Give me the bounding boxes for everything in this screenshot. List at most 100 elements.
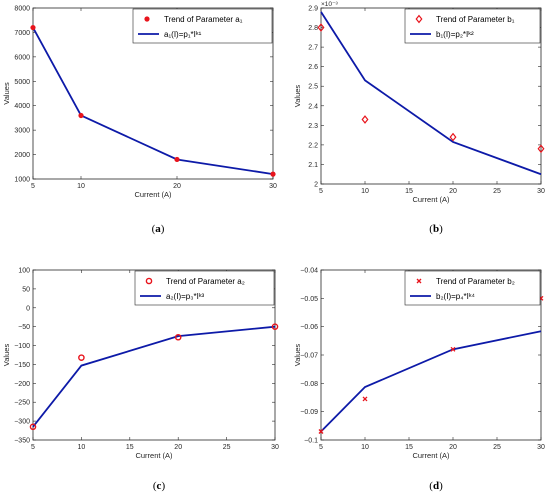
x-tick-label: 30: [537, 188, 545, 195]
panel-caption: (d): [429, 480, 443, 492]
data-point: [270, 171, 276, 177]
data-point: [29, 423, 37, 431]
x-tick-label: 5: [31, 183, 35, 190]
y-tick-label: 1000: [14, 177, 30, 184]
y-tick-label: 2.7: [308, 45, 318, 52]
x-tick-label: 25: [493, 188, 501, 195]
legend-marker: [415, 14, 423, 24]
y-tick-label: 6000: [14, 54, 30, 61]
data-point: [318, 429, 324, 434]
fit-line: [320, 11, 542, 176]
y-tick-label: 8000: [14, 6, 30, 13]
fit-line: [32, 27, 274, 175]
data-point: [78, 112, 84, 119]
y-axis-label: Values: [2, 82, 11, 105]
x-tick-label: 20: [449, 188, 457, 195]
data-point: [30, 24, 36, 31]
y-tick-label: 0: [26, 305, 30, 312]
x-tick-label: 30: [269, 183, 277, 190]
x-tick-label: 25: [493, 444, 501, 451]
data-point: [174, 156, 180, 163]
x-tick-label: 20: [173, 183, 181, 190]
y-tick-label: 2000: [14, 152, 30, 159]
legend-box: [132, 8, 273, 44]
y-tick-label: 4000: [14, 103, 30, 110]
data-point: [174, 333, 182, 341]
x-tick-label: 15: [126, 444, 134, 451]
y-axis-label: Values: [293, 344, 302, 367]
y-tick-label: −300: [14, 419, 30, 426]
x-tick-label: 20: [449, 444, 457, 451]
legend-entry: Trend of Parameter b₂: [436, 277, 515, 286]
data-point: [78, 354, 85, 361]
x-tick-label: 20: [174, 444, 182, 451]
data-point: [362, 396, 368, 402]
y-tick-label: −0.05: [300, 296, 318, 303]
y-tick-label: 2.2: [308, 142, 318, 149]
y-tick-label: 2.1: [308, 162, 318, 169]
y-tick-label: −150: [14, 362, 30, 369]
y-tick-label: 2.4: [308, 103, 318, 110]
y-tick-label: −0.08: [300, 381, 318, 388]
data-point: [449, 132, 457, 142]
panel-caption: (c): [153, 480, 166, 492]
x-axis-label: Current (A): [135, 451, 173, 460]
data-point: [361, 115, 369, 124]
y-exponent-label: ×10⁻³: [321, 1, 338, 8]
legend-entry: b₂(I)=p₄*Iᵏ⁴: [436, 292, 476, 301]
legend-marker: [145, 277, 153, 285]
x-tick-label: 15: [405, 188, 413, 195]
x-tick-label: 5: [31, 444, 35, 451]
y-tick-label: −0.1: [304, 438, 318, 445]
legend-entry: Trend of Parameter a₂: [166, 277, 245, 286]
chart-panel-a: 5 10 20 30 1000 2000 3000 4000 5000 6000 7000 8000 C…: [2, 6, 277, 200]
y-tick-label: −0.04: [300, 268, 318, 275]
x-tick-label: 10: [361, 188, 369, 195]
x-axis-label: Current (A): [134, 190, 172, 199]
y-tick-label: 2.8: [308, 25, 318, 32]
y-tick-label: 2.5: [308, 84, 318, 91]
x-axis-label: Current (A): [412, 195, 450, 204]
y-axis-label: Values: [2, 344, 11, 367]
legend-box: [404, 8, 541, 44]
chart-panel-d: 5 10 15 20 25 30 −0.1 −0.09 −0.08 −0.07 −0.06 −0.05…: [293, 268, 545, 461]
y-tick-label: −0.09: [300, 409, 318, 416]
y-tick-label: −100: [14, 343, 30, 350]
y-tick-label: −250: [14, 400, 30, 407]
fit-line: [32, 325, 276, 428]
legend-box: [404, 270, 541, 306]
y-tick-label: 2.6: [308, 64, 318, 71]
legend-box: [134, 270, 275, 306]
y-tick-label: −0.06: [300, 324, 318, 331]
legend: Trend of Parameter b₁ b₁(I)=p₂*Iᵏ²: [404, 8, 541, 44]
fit-line: [320, 330, 542, 433]
y-tick-label: 2.3: [308, 123, 318, 130]
data-point: [537, 144, 545, 154]
y-tick-label: −0.07: [300, 353, 318, 360]
y-tick-label: 100: [18, 268, 30, 275]
x-tick-label: 10: [77, 183, 85, 190]
legend-entry: a₁(I)=p₁*Iᵏ¹: [164, 30, 202, 39]
legend-entry: a₂(I)=p₃*Iᵏ³: [166, 292, 205, 301]
y-tick-label: 2: [314, 182, 318, 189]
legend-marker: [144, 16, 150, 22]
legend-marker: [416, 278, 422, 284]
x-tick-label: 30: [537, 444, 545, 451]
x-tick-label: 25: [223, 444, 231, 451]
data-point: [271, 323, 279, 330]
y-tick-label: −50: [18, 324, 30, 331]
data-point: [450, 346, 456, 352]
y-tick-label: −200: [14, 381, 30, 388]
x-tick-label: 10: [361, 444, 369, 451]
x-tick-label: 10: [78, 444, 86, 451]
legend: Trend of Parameter b₂ b₂(I)=p₄*Iᵏ⁴: [404, 270, 541, 306]
legend: Trend of Parameter a₂ a₂(I)=p₃*Iᵏ³: [134, 270, 275, 306]
panel-caption: (b): [429, 223, 443, 235]
x-tick-label: 15: [405, 444, 413, 451]
y-tick-label: 3000: [14, 128, 30, 135]
y-tick-label: 2.9: [308, 6, 318, 13]
legend-entry: b₁(I)=p₂*Iᵏ²: [436, 30, 474, 39]
chart-panel-c: 5 10 15 20 25 30 −350 −300 −250 −200 −150 −100 −50 0 5…: [2, 268, 279, 461]
y-tick-label: 5000: [14, 79, 30, 86]
